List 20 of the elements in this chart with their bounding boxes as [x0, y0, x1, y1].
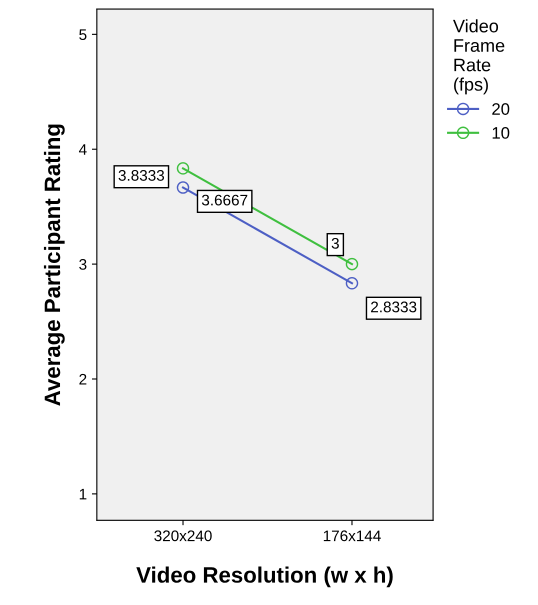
y-tick-label: 4 — [78, 144, 87, 155]
x-tick-label: 176x144 — [324, 530, 381, 542]
y-axis-title: Average Participant Rating — [44, 124, 65, 406]
data-label: 3 — [332, 238, 339, 249]
point — [346, 258, 358, 270]
data-label: 3.8333 — [118, 170, 164, 181]
x-tick-label: 320x240 — [154, 530, 212, 542]
point — [176, 162, 190, 175]
data-label: 2.8333 — [371, 302, 416, 312]
legend-title: Video Frame Rate (fps) — [453, 19, 504, 94]
legend-label: 10 — [492, 127, 510, 139]
data-label: 3.6667 — [202, 194, 248, 206]
y-tick-label: 5 — [79, 29, 86, 40]
y-tick-label: 2 — [79, 374, 86, 385]
point — [346, 277, 358, 290]
legend-label: 20 — [492, 103, 510, 115]
y-tick-label: 1 — [80, 488, 86, 500]
y-tick-label: 3 — [79, 258, 86, 270]
x-axis-title: Video Resolution (w x h) — [136, 566, 393, 588]
point — [176, 181, 190, 194]
